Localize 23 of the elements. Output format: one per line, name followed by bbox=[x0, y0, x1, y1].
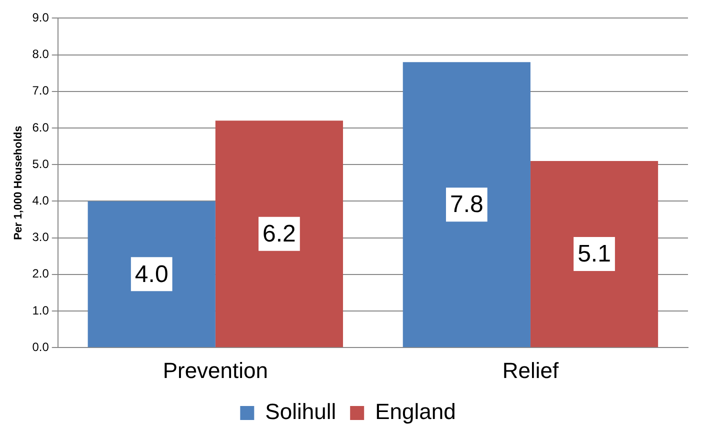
y-tick-label: 0.0 bbox=[32, 340, 50, 354]
bar bbox=[215, 120, 344, 348]
x-tick-label: Prevention bbox=[162, 358, 268, 383]
y-tick-label: 7.0 bbox=[32, 84, 50, 98]
y-axis-title: Per 1,000 Households bbox=[12, 126, 25, 240]
y-tick-label: 9.0 bbox=[32, 10, 50, 25]
data-label: 5.1 bbox=[578, 240, 611, 268]
data-label: 6.2 bbox=[262, 220, 296, 248]
data-label: 4.0 bbox=[134, 260, 168, 288]
data-label: 7.8 bbox=[450, 191, 484, 218]
y-tick-label: 1.0 bbox=[32, 303, 50, 318]
bar bbox=[88, 201, 216, 348]
x-tick-label: Relief bbox=[502, 358, 560, 383]
legend-label: Solihull bbox=[265, 399, 336, 424]
y-tick-label: 8.0 bbox=[32, 47, 50, 62]
y-tick-label: 2.0 bbox=[32, 266, 50, 281]
y-tick-label: 3.0 bbox=[32, 230, 50, 244]
y-tick-label: 6.0 bbox=[32, 120, 50, 134]
bar bbox=[402, 62, 530, 348]
y-tick-label: 4.0 bbox=[32, 194, 50, 208]
bar bbox=[530, 160, 658, 348]
y-tick-label: 5.0 bbox=[32, 156, 50, 171]
legend-label: England bbox=[375, 399, 456, 424]
